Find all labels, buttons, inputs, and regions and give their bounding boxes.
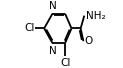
Text: O: O [85, 36, 93, 46]
Text: N: N [48, 1, 56, 11]
Text: Cl: Cl [24, 23, 35, 33]
Text: NH₂: NH₂ [86, 11, 105, 21]
Text: Cl: Cl [60, 58, 70, 68]
Text: N: N [48, 46, 56, 56]
